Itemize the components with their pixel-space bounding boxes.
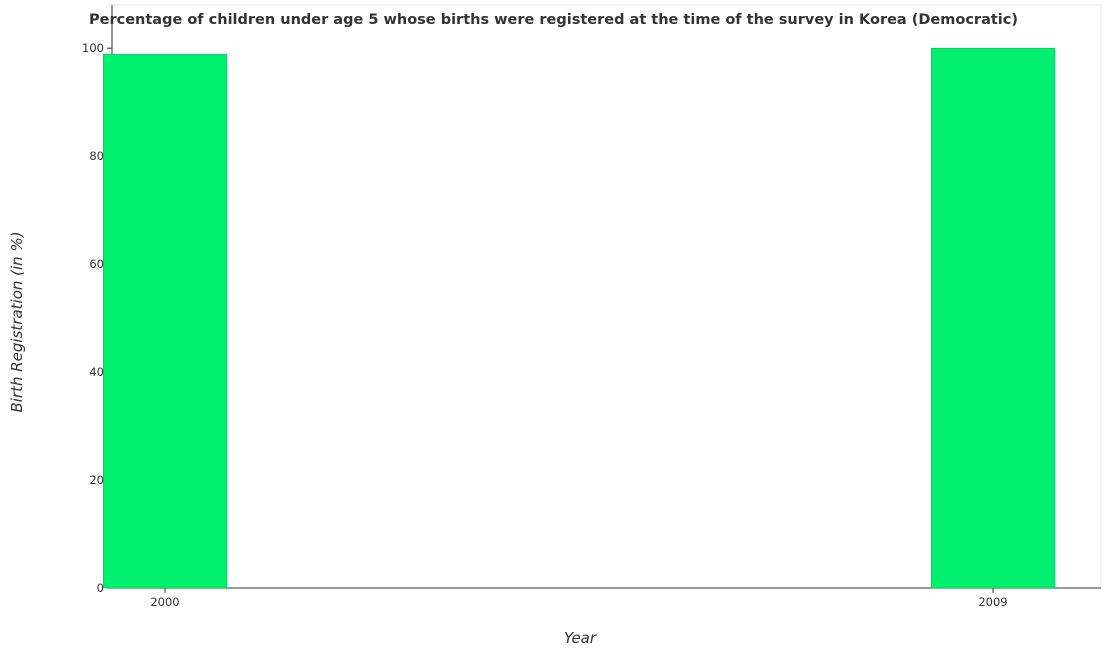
y-tick-label: 60: [89, 257, 104, 271]
y-tick-label: 80: [89, 149, 104, 163]
chart-title: Percentage of children under age 5 whose…: [89, 12, 1018, 28]
plot-area: 0 20 40 60 80 100 2000 2009: [82, 4, 1102, 609]
y-axis-label: Birth Registration (in %): [8, 231, 26, 412]
y-tick-label: 20: [89, 473, 104, 487]
x-axis-label: Year: [564, 629, 597, 647]
bar-2000: [102, 53, 228, 589]
y-tick-label: 0: [97, 581, 104, 595]
x-tick-label: 2000: [150, 595, 179, 609]
x-tick-label: 2009: [978, 595, 1007, 609]
bar-2009: [930, 47, 1056, 589]
y-tick-label: 100: [82, 41, 104, 55]
y-tick-label: 40: [89, 365, 104, 379]
